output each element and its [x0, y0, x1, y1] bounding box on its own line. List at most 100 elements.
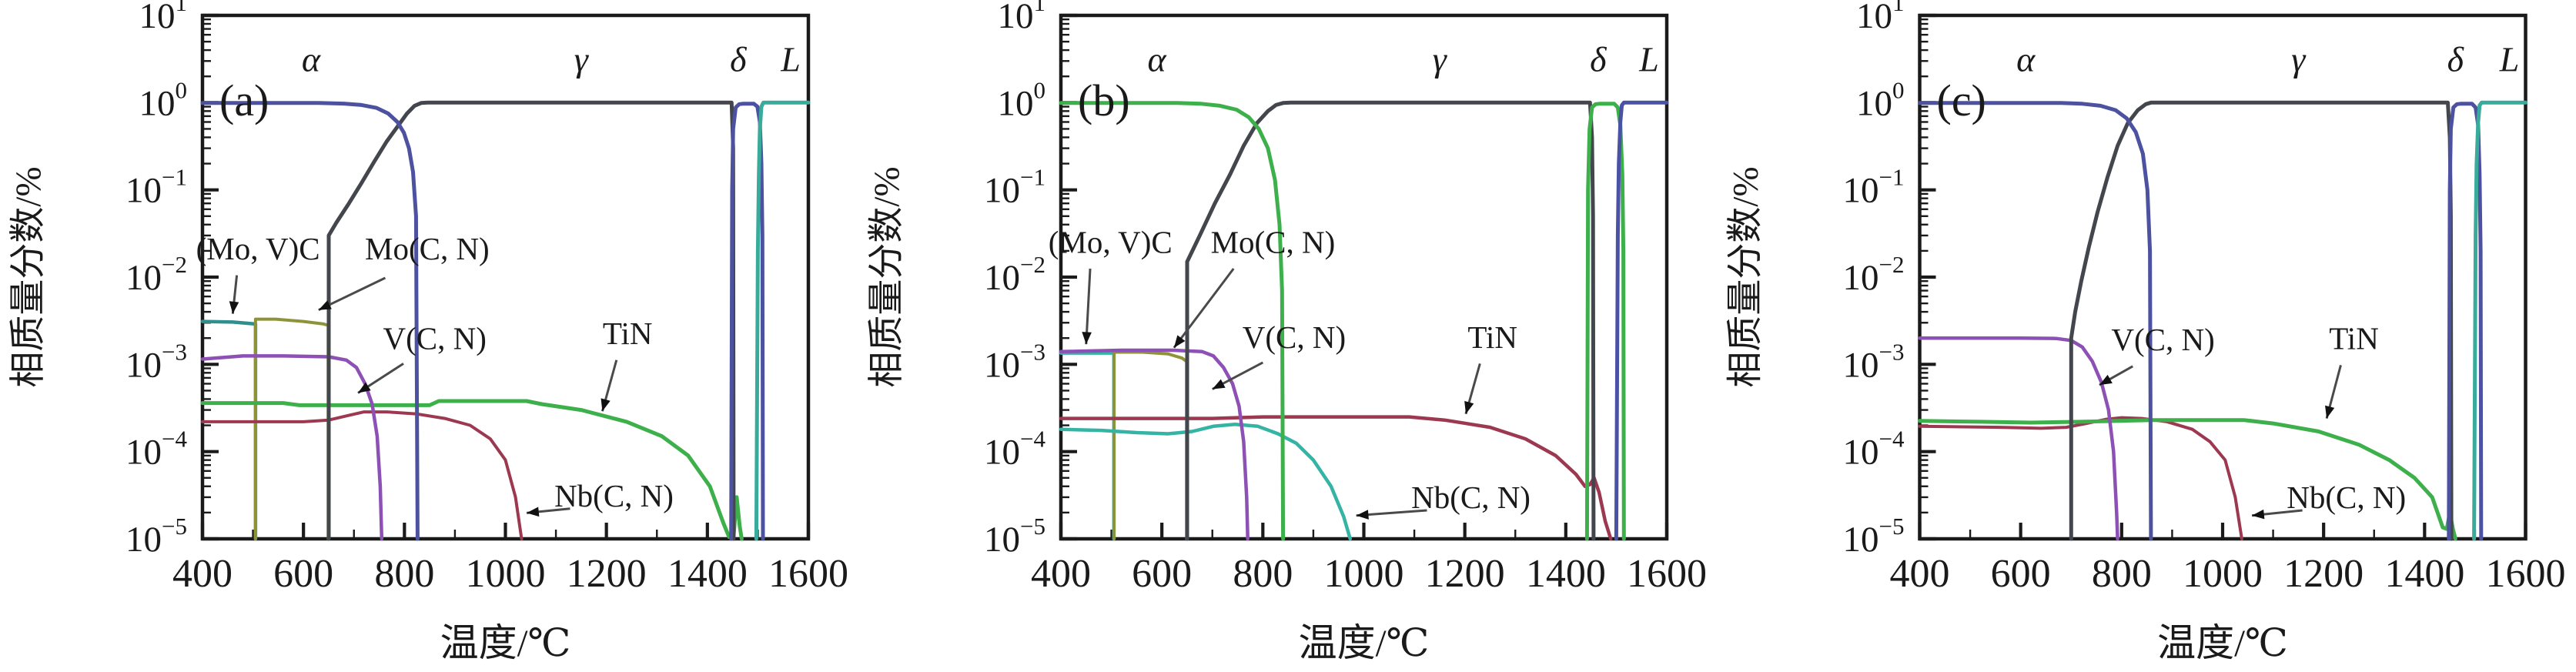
x-axis-tick-label: 400	[1890, 552, 1950, 596]
annotation-arrowhead	[527, 507, 540, 517]
series-l-curve	[1614, 100, 1669, 541]
y-axis-tick-label: 10−2	[125, 251, 187, 298]
series-l-curve	[754, 100, 811, 541]
x-axis-tick-label: 1600	[2486, 552, 2566, 596]
x-axis-title: 温度/℃	[2157, 621, 2288, 664]
annotation-arrow-line	[1173, 268, 1235, 349]
x-axis-title: 温度/℃	[440, 621, 571, 664]
annotation-label: V(C, N)	[1243, 319, 1346, 355]
series-movc-curve	[200, 319, 258, 541]
phase-label: δ	[730, 39, 747, 79]
x-axis-tick-label: 1400	[2384, 552, 2464, 596]
annotation-label: TiN	[2329, 320, 2379, 356]
y-axis-tick-label: 101	[139, 0, 188, 36]
x-axis-tick-label: 800	[2092, 552, 2152, 596]
annotation-label: (Mo, V)C	[196, 231, 320, 266]
x-axis-tick-label: 400	[172, 552, 233, 596]
series-α-curve	[1059, 101, 1286, 541]
annotation-arrowhead	[1356, 510, 1369, 520]
annotation-arrowhead	[1212, 379, 1226, 389]
annotation-arrow-line	[318, 276, 386, 312]
series-vcn-curve	[1059, 348, 1250, 541]
series-l-curve	[2472, 100, 2527, 541]
x-axis-tick-label: 1600	[1627, 552, 1707, 596]
series-δ-curve	[729, 102, 765, 541]
x-axis-tick-label: 600	[1132, 552, 1192, 596]
series-δ-curve	[1584, 102, 1626, 541]
phase-label: γ	[2291, 39, 2307, 79]
x-axis-tick-label: 1000	[1324, 552, 1404, 596]
annotation-arrowhead	[1173, 335, 1186, 348]
series-movc-curve	[1059, 351, 1116, 541]
y-axis-tick-label: 100	[1856, 76, 1905, 123]
phase-label: γ	[1433, 39, 1448, 79]
y-axis-tick-label: 10−3	[125, 338, 187, 385]
annotation-label: TiN	[603, 316, 653, 351]
series-nbcn-curve	[201, 410, 524, 540]
y-axis-tick-label: 10−1	[125, 164, 187, 211]
y-axis-tick-label: 10−4	[984, 426, 1045, 473]
annotation-label: Nb(C, N)	[2287, 480, 2406, 515]
x-axis-tick-label: 400	[1031, 552, 1091, 596]
series-vcn-curve	[200, 354, 384, 541]
y-axis-tick-label: 10−4	[1843, 426, 1905, 473]
y-axis-tick-label: 10−1	[1843, 164, 1905, 211]
annotation-label: Mo(C, N)	[1211, 224, 1336, 259]
annotation-label: V(C, N)	[383, 320, 486, 356]
phase-label: α	[302, 39, 321, 79]
y-axis-tick-label: 10−4	[125, 426, 187, 473]
annotation-arrowhead	[2099, 374, 2113, 386]
panel-letter: (c)	[1937, 75, 1986, 125]
y-axis-tick-label: 100	[139, 76, 188, 123]
annotation-arrowhead	[2325, 405, 2335, 419]
annotation-label: Nb(C, N)	[554, 478, 674, 513]
series-tin-curve	[1059, 415, 1613, 541]
y-axis-tick-label: 10−1	[984, 164, 1045, 211]
series-nbcn-curve	[1918, 416, 2243, 540]
annotation-arrowhead	[229, 301, 239, 314]
series-α-curve	[1918, 101, 2153, 541]
annotation-label: Nb(C, N)	[1411, 480, 1531, 515]
phase-label: L	[780, 39, 801, 79]
x-axis-tick-label: 800	[374, 552, 434, 596]
annotation-arrowhead	[601, 398, 611, 412]
y-axis-tick-label: 101	[1856, 0, 1905, 36]
series-mocn-curve	[253, 317, 330, 540]
x-axis-tick-label: 1000	[2183, 552, 2263, 596]
y-axis-title: 相质量分数/%	[1726, 166, 1766, 387]
phase-label: α	[2016, 39, 2036, 79]
x-axis-tick-label: 800	[1233, 552, 1293, 596]
annotation-arrowhead	[2252, 509, 2265, 520]
x-axis-tick-label: 1200	[567, 552, 647, 596]
series-γ-curve	[2069, 100, 2454, 541]
series-δ-curve	[2447, 102, 2484, 541]
panel-a: 101 100 10−1 10−2 10−3 10−4 10−5 400 600 800 1000 1…	[0, 0, 858, 672]
y-axis-tick-label: 10−2	[984, 251, 1045, 298]
series-mocn-curve	[1112, 350, 1189, 540]
annotation-label: V(C, N)	[2111, 322, 2214, 357]
series-nbcn-curve	[1059, 423, 1353, 541]
x-axis-tick-label: 1200	[2283, 552, 2364, 596]
y-axis-tick-label: 10−3	[984, 338, 1045, 385]
x-axis-tick-label: 600	[273, 552, 333, 596]
x-axis-tick-label: 1400	[667, 552, 748, 596]
x-axis-tick-label: 1200	[1425, 552, 1505, 596]
x-axis-title: 温度/℃	[1299, 621, 1430, 664]
x-axis-tick-label: 600	[1991, 552, 2051, 596]
y-axis-tick-label: 100	[998, 76, 1046, 123]
annotation-arrowhead	[357, 382, 371, 393]
phase-label: α	[1148, 39, 1167, 79]
plot-frame	[1059, 13, 1669, 541]
series-α-curve	[200, 101, 420, 541]
phase-label: δ	[2447, 39, 2464, 79]
y-axis-tick-label: 10−5	[984, 513, 1045, 560]
plot-frame	[1918, 13, 2527, 541]
panel-letter: (a)	[219, 75, 269, 125]
y-axis-tick-label: 10−3	[1843, 338, 1905, 385]
annotation-arrow-line	[1085, 268, 1092, 345]
annotation-arrowhead	[1464, 400, 1474, 414]
series-vcn-curve	[1918, 336, 2119, 541]
